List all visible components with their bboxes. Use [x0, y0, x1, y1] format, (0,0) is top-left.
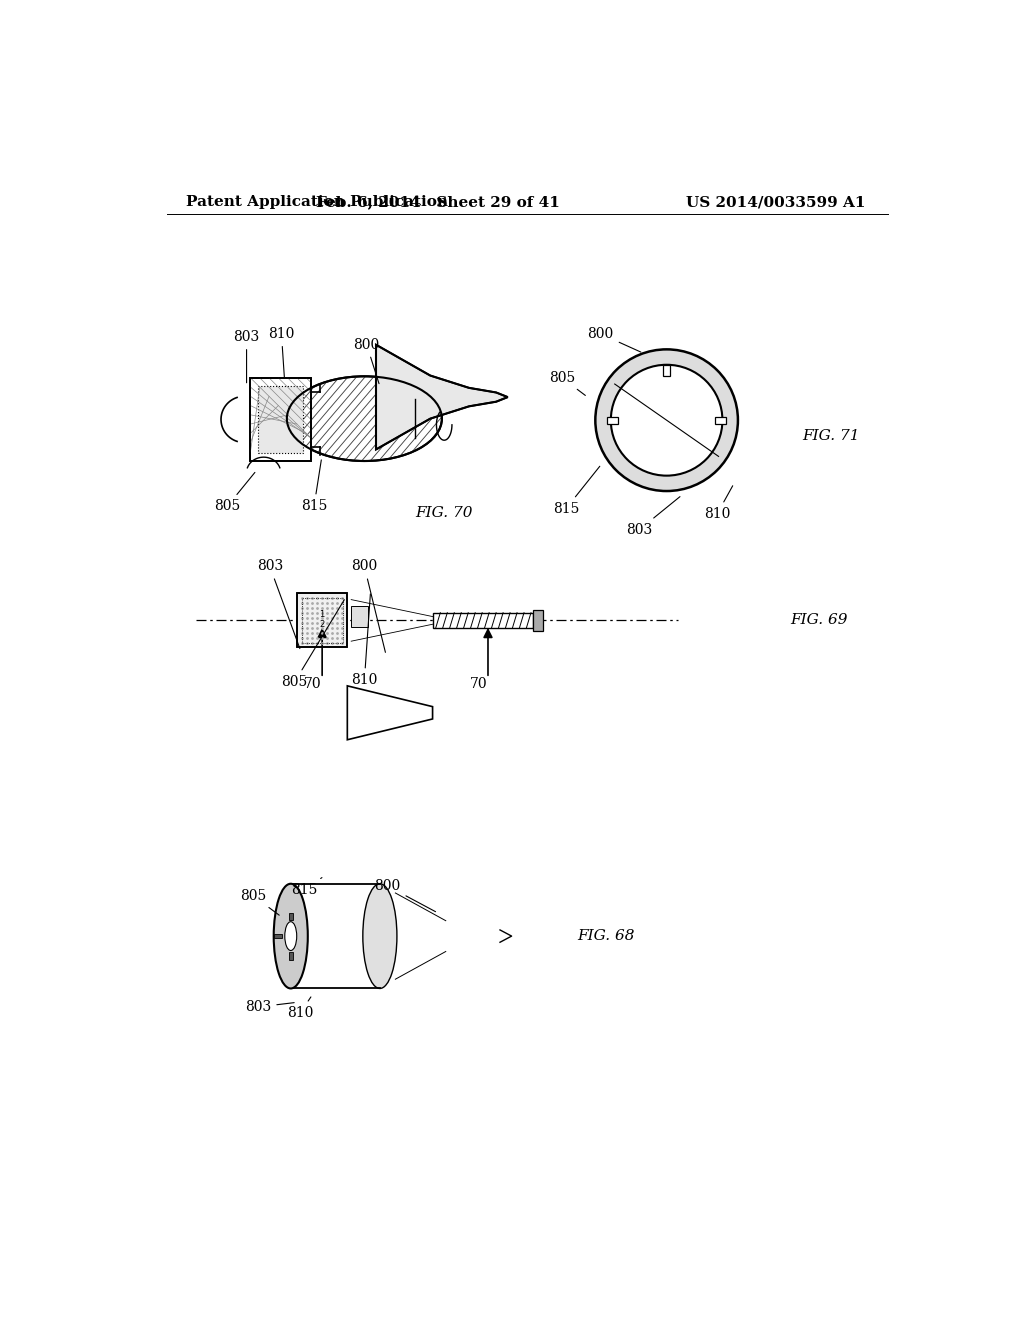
Text: FIG. 71: FIG. 71	[802, 429, 860, 442]
Bar	[607, 417, 617, 424]
Bar	[289, 912, 293, 920]
Bar	[251, 378, 311, 461]
Ellipse shape	[287, 376, 442, 461]
Text: 2: 2	[319, 620, 325, 628]
Text: 800: 800	[375, 879, 435, 912]
Bar	[289, 952, 293, 960]
Text: 803: 803	[627, 496, 680, 536]
Text: Feb. 6, 2014   Sheet 29 of 41: Feb. 6, 2014 Sheet 29 of 41	[316, 195, 560, 210]
Text: Patent Application Publication: Patent Application Publication	[186, 195, 449, 210]
Text: 70: 70	[304, 677, 322, 690]
Bar	[297, 594, 347, 647]
Text: FIG. 68: FIG. 68	[578, 929, 635, 942]
Text: 805: 805	[549, 371, 586, 396]
Text: 810: 810	[703, 486, 733, 521]
Text: 815: 815	[292, 878, 322, 896]
Bar	[534, 610, 543, 631]
Bar	[251, 378, 311, 461]
Bar	[302, 598, 343, 643]
Polygon shape	[347, 686, 432, 739]
Text: 805: 805	[241, 890, 280, 915]
Text: US 2014/0033599 A1: US 2014/0033599 A1	[686, 195, 865, 210]
Text: 810: 810	[287, 997, 313, 1020]
Bar	[664, 364, 670, 376]
Text: FIG. 69: FIG. 69	[791, 614, 848, 627]
Circle shape	[611, 364, 722, 475]
Text: 805: 805	[282, 599, 344, 689]
Bar	[351, 606, 369, 627]
Text: 810: 810	[351, 594, 378, 688]
Bar	[432, 612, 534, 628]
Text: 803: 803	[257, 560, 300, 648]
Bar	[274, 935, 283, 939]
Ellipse shape	[362, 884, 397, 989]
Ellipse shape	[285, 921, 297, 950]
Text: 800: 800	[351, 560, 385, 652]
Text: 70: 70	[470, 677, 487, 690]
Text: FIG. 70: FIG. 70	[415, 506, 472, 520]
Bar	[716, 417, 726, 424]
Circle shape	[595, 350, 738, 491]
Bar	[258, 385, 303, 453]
Text: 815: 815	[553, 466, 600, 516]
Text: 803: 803	[233, 330, 260, 383]
Text: 815: 815	[301, 459, 328, 513]
Bar	[297, 594, 347, 647]
Ellipse shape	[273, 884, 308, 989]
Text: 805: 805	[214, 473, 255, 513]
Text: 810: 810	[268, 327, 295, 378]
Text: 1: 1	[319, 610, 325, 619]
Text: 800: 800	[588, 327, 641, 352]
Text: 800: 800	[353, 338, 380, 384]
Text: 803: 803	[245, 1001, 294, 1014]
Polygon shape	[376, 345, 508, 449]
